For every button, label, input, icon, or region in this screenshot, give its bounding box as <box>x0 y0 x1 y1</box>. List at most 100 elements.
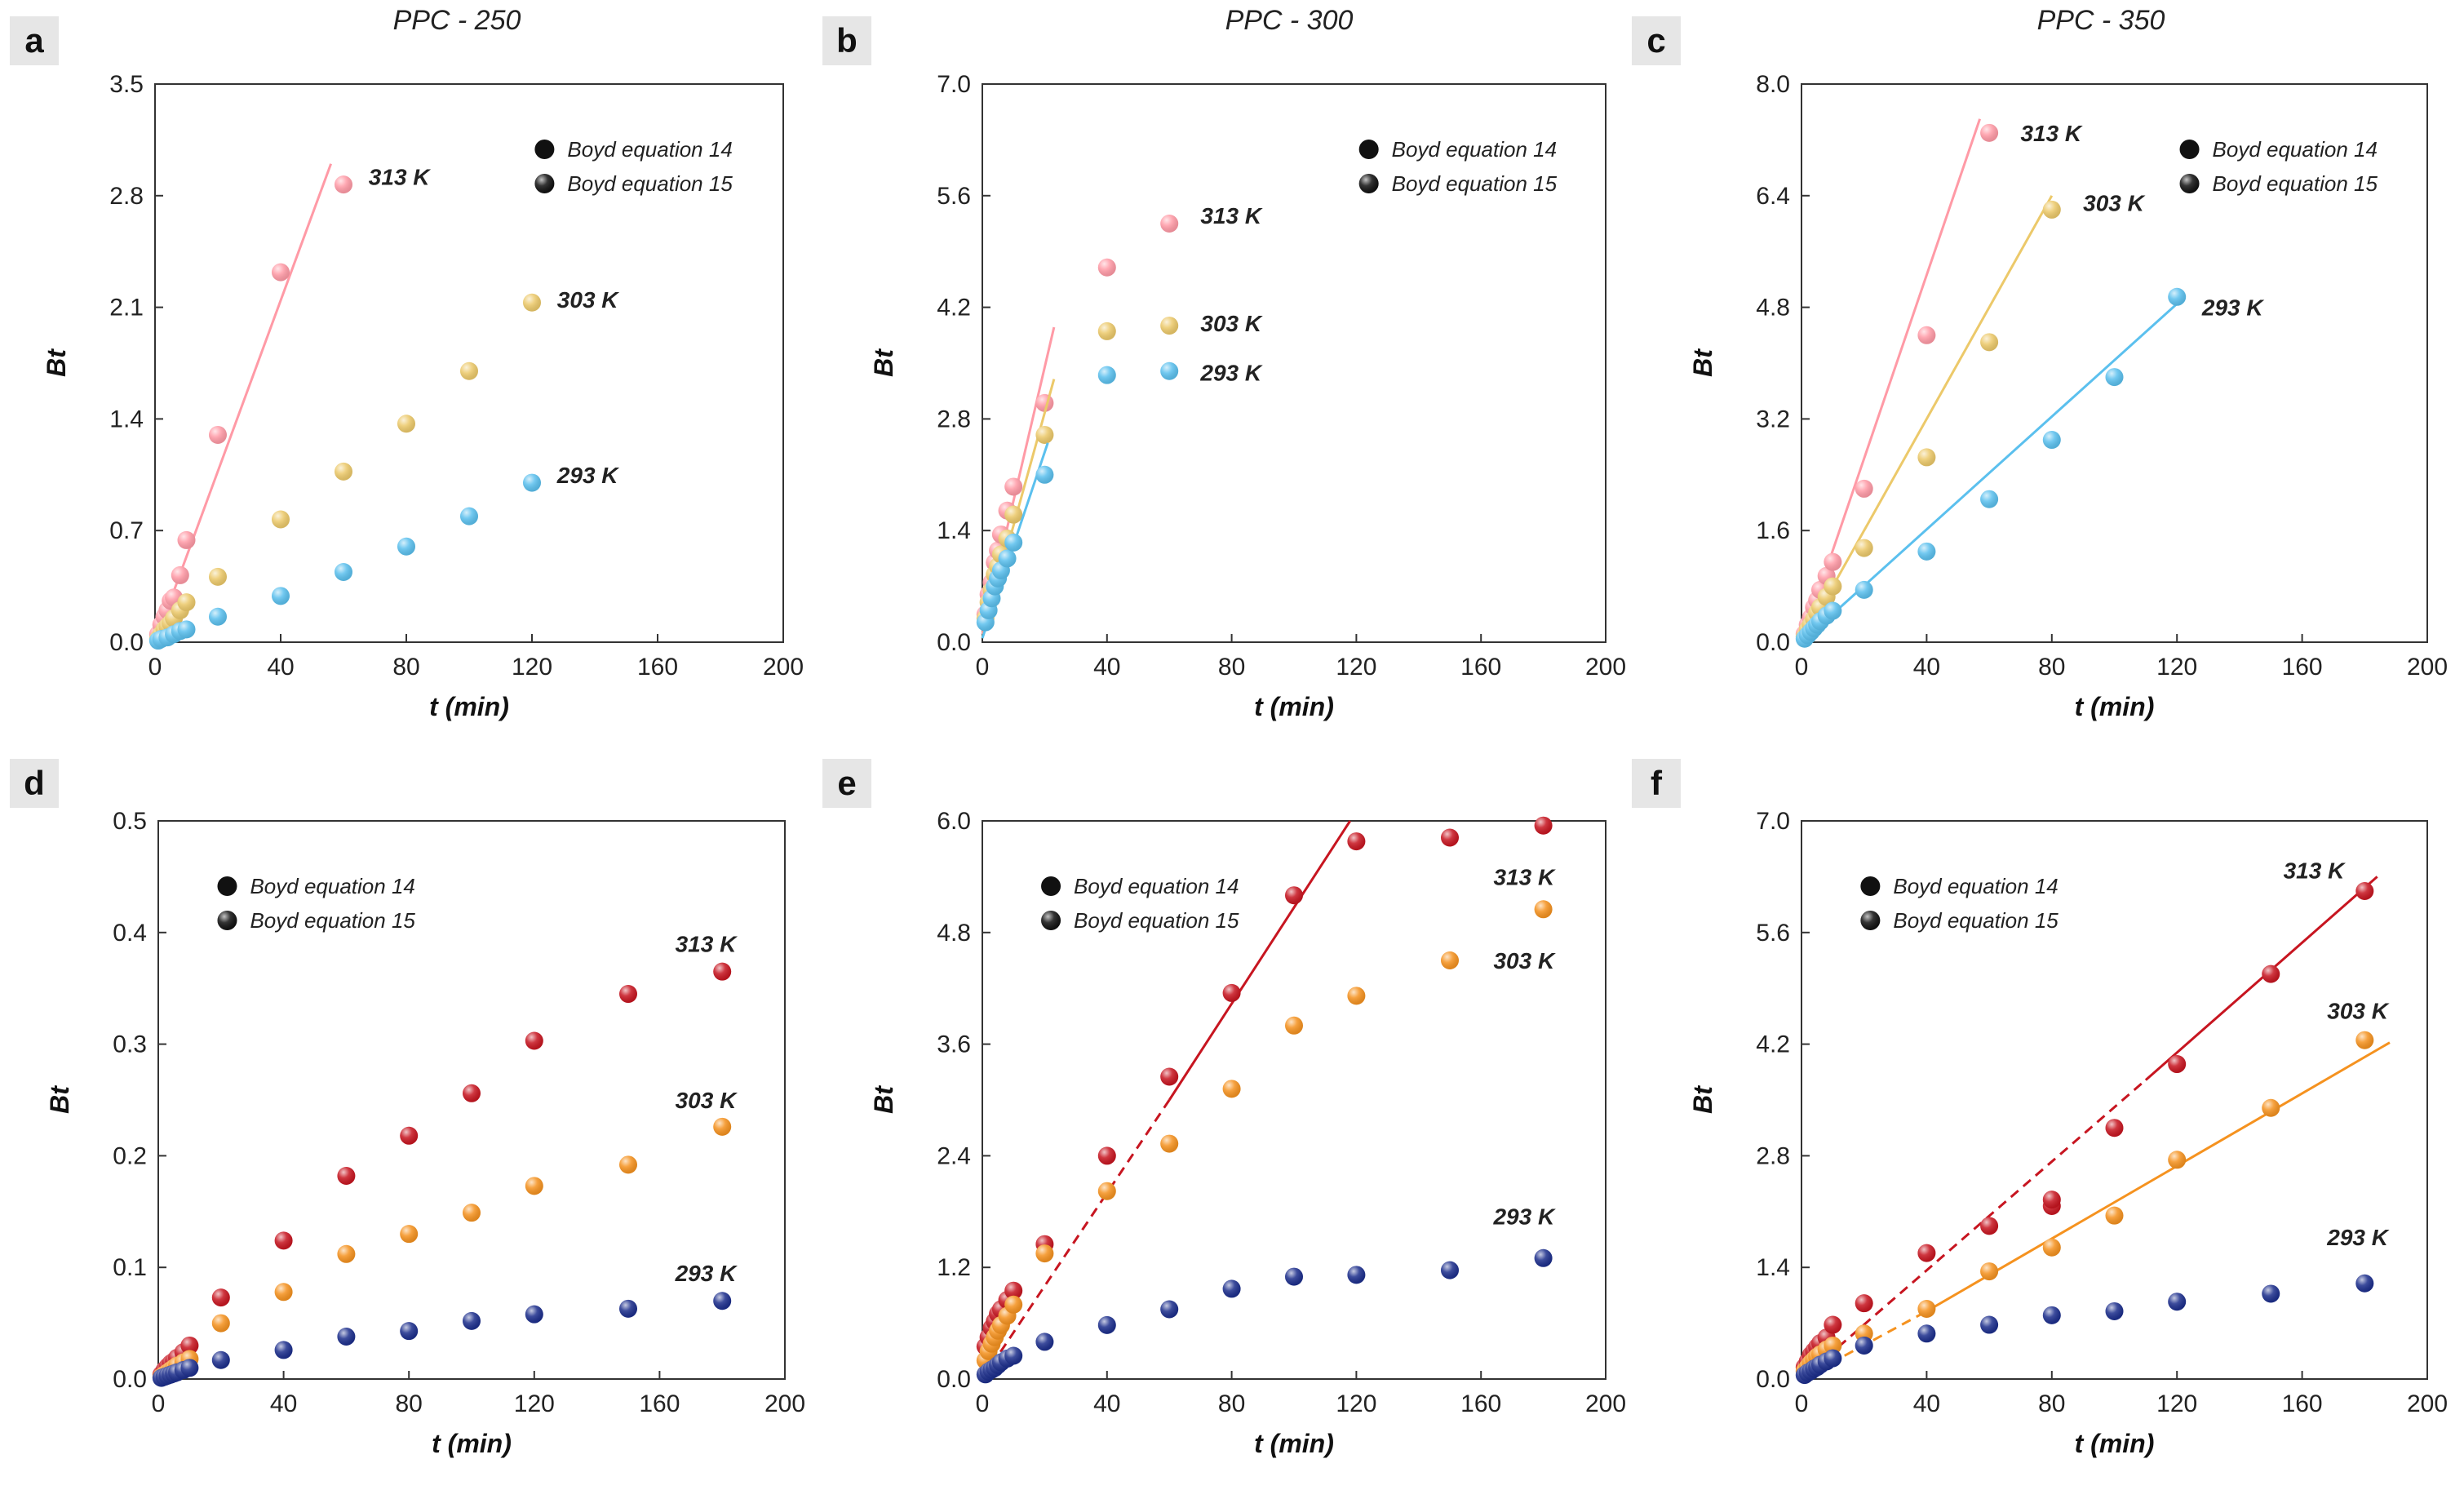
data-point-shine-a-313k-6 <box>171 565 189 584</box>
data-point-shine-e-313k-12 <box>1285 886 1303 905</box>
data-point-shine-e-293k-8 <box>1035 1333 1054 1351</box>
data-point-shine-d-303k-11 <box>400 1225 419 1244</box>
data-point-shine-f-293k-7 <box>1824 1349 1842 1368</box>
data-point-shine-e-313k-15 <box>1534 816 1553 835</box>
x-tick-label-d-5: 200 <box>764 1390 805 1417</box>
x-tick-label-c-1: 40 <box>1913 654 1940 681</box>
data-point-shine-c-303k-11 <box>2042 200 2061 219</box>
y-tick-label-a-1: 0.7 <box>109 517 144 544</box>
data-point-shine-d-303k-13 <box>525 1177 543 1195</box>
x-axis-label-b: t (min) <box>1254 692 1334 721</box>
y-tick-label-b-5: 7.0 <box>937 71 971 98</box>
data-point-shine-b-313k-7 <box>1004 477 1023 496</box>
data-point-shine-c-313k-10 <box>1980 123 1999 142</box>
y-tick-label-c-2: 3.2 <box>1756 406 1790 432</box>
plot-frame-d <box>157 820 786 1380</box>
x-tick-label-a-1: 40 <box>267 654 294 681</box>
data-point-shine-b-293k-7 <box>1004 533 1023 552</box>
legend-label-d-0: Boyd equation 14 <box>250 874 414 898</box>
data-point-shine-d-313k-10 <box>337 1167 356 1186</box>
y-tick-label-f-1: 1.4 <box>1756 1254 1790 1281</box>
data-point-shine-a-293k-11 <box>523 473 541 492</box>
x-tick-label-a-4: 160 <box>637 654 678 681</box>
legend-label-d-1: Boyd equation 15 <box>250 908 415 933</box>
data-point-shine-a-303k-12 <box>460 361 478 380</box>
data-point-shine-d-293k-7 <box>180 1359 199 1377</box>
y-tick-label-b-3: 4.2 <box>937 295 971 322</box>
y-tick-label-d-5: 0.5 <box>113 808 147 835</box>
data-point-shine-d-313k-9 <box>274 1231 293 1250</box>
x-tick-label-f-2: 80 <box>2038 1390 2065 1417</box>
legend-label-b-1: Boyd equation 15 <box>1392 171 1558 196</box>
y-tick-label-f-4: 5.6 <box>1756 920 1790 947</box>
legend-marker-shine-a-1 <box>534 174 555 193</box>
data-point-shine-d-303k-15 <box>713 1117 732 1136</box>
data-point-shine-a-313k-8 <box>209 425 227 444</box>
panel-label-b: b <box>822 16 871 65</box>
series-label-f-293k: 293 K <box>2326 1225 2389 1250</box>
x-tick-label-f-4: 160 <box>2282 1390 2323 1417</box>
data-point-shine-e-313k-9 <box>1097 1146 1116 1165</box>
y-tick-label-c-4: 6.4 <box>1756 183 1790 210</box>
data-point-shine-f-303k-12 <box>2105 1206 2124 1225</box>
data-point-shine-f-293k-8 <box>1855 1336 1873 1355</box>
data-point-shine-f-303k-14 <box>2262 1098 2280 1117</box>
fit-line-a-313k <box>153 163 333 643</box>
series-label-e-303k: 303 K <box>1493 948 1555 973</box>
y-axis-label-c: Bt <box>1688 348 1717 377</box>
data-point-shine-e-313k-13 <box>1347 832 1366 851</box>
data-point-shine-a-293k-10 <box>460 507 478 525</box>
series-label-b-293k: 293 K <box>1199 361 1262 386</box>
legend-marker-shine-c-1 <box>2179 174 2200 193</box>
x-tick-label-e-5: 200 <box>1585 1390 1626 1417</box>
plot-frame-a <box>154 83 784 643</box>
data-point-shine-e-303k-14 <box>1441 951 1459 969</box>
x-tick-label-c-3: 120 <box>2156 654 2197 681</box>
data-point-shine-d-303k-14 <box>619 1155 637 1174</box>
data-point-shine-f-293k-9 <box>1917 1324 1936 1343</box>
data-point-shine-a-293k-5 <box>177 620 196 639</box>
data-point-shine-d-313k-7 <box>180 1336 199 1355</box>
y-tick-label-d-4: 0.4 <box>113 920 147 947</box>
x-axis-label-e: t (min) <box>1254 1429 1334 1458</box>
data-point-shine-e-313k-14 <box>1441 828 1459 847</box>
data-point-shine-f-293k-15 <box>2355 1274 2374 1293</box>
data-point-shine-c-293k-12 <box>2105 368 2124 387</box>
y-tick-label-f-3: 4.2 <box>1756 1031 1790 1058</box>
panel-label-f: f <box>1632 759 1681 808</box>
data-point-shine-e-293k-13 <box>1347 1266 1366 1284</box>
plot-frame-c <box>1801 83 2428 643</box>
series-label-b-313k: 313 K <box>1200 203 1262 228</box>
fit-line-2-e-313k <box>1168 820 1352 1101</box>
data-point-shine-a-293k-9 <box>397 537 415 556</box>
data-point-shine-e-293k-15 <box>1534 1248 1553 1267</box>
data-point-shine-d-303k-8 <box>211 1314 230 1333</box>
y-tick-label-a-3: 2.1 <box>109 295 144 322</box>
legend-label-f-0: Boyd equation 14 <box>1893 874 2058 898</box>
x-tick-label-e-1: 40 <box>1093 1390 1120 1417</box>
series-label-a-303k: 303 K <box>557 287 619 313</box>
panel-label-a: a <box>10 16 59 65</box>
y-axis-label-a: Bt <box>42 348 71 377</box>
data-point-shine-c-293k-9 <box>1917 542 1936 561</box>
data-point-shine-f-303k-9 <box>1917 1300 1936 1319</box>
panel-title-b: PPC - 300 <box>1225 5 1354 36</box>
x-tick-label-c-4: 160 <box>2282 654 2323 681</box>
y-tick-label-b-1: 1.4 <box>937 517 971 544</box>
x-tick-label-b-4: 160 <box>1460 654 1501 681</box>
data-point-shine-d-303k-10 <box>337 1244 356 1263</box>
y-tick-label-b-0: 0.0 <box>937 629 971 656</box>
x-tick-label-b-2: 80 <box>1218 654 1245 681</box>
y-axis-label-f: Bt <box>1688 1085 1717 1114</box>
x-tick-label-b-3: 120 <box>1336 654 1376 681</box>
data-point-shine-f-293k-10 <box>1980 1315 1999 1334</box>
y-tick-label-b-2: 2.8 <box>937 406 971 432</box>
plot-frame-f <box>1801 820 2428 1380</box>
data-point-shine-f-303k-7 <box>1824 1336 1842 1355</box>
panel-title-c: PPC - 350 <box>2036 5 2165 36</box>
x-tick-label-c-2: 80 <box>2038 654 2065 681</box>
series-label-d-303k: 303 K <box>676 1088 738 1113</box>
panel-title-a: PPC - 250 <box>392 5 521 36</box>
data-point-shine-d-313k-15 <box>713 962 732 981</box>
